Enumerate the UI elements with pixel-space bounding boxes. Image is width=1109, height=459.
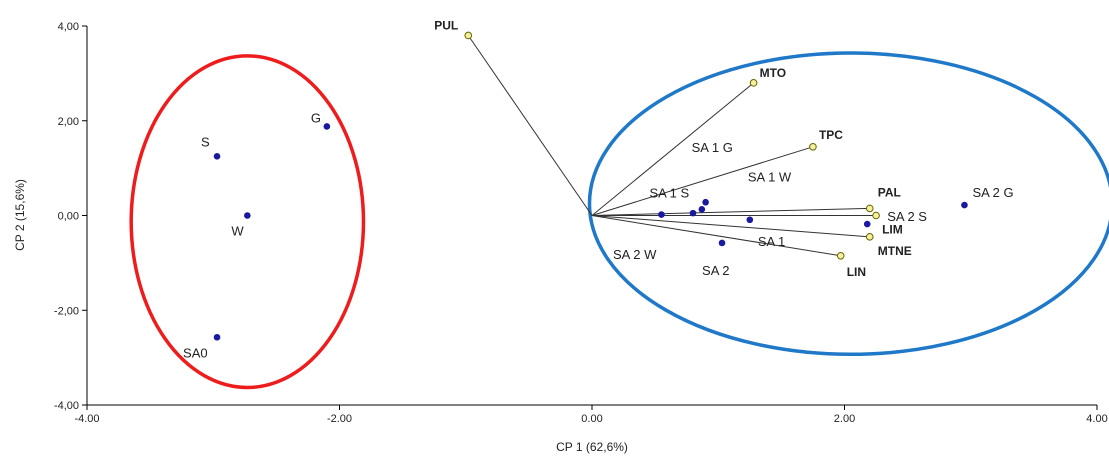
vector-tpc xyxy=(591,146,814,216)
observation-label-sa-2-s: SA 2 S xyxy=(887,209,927,224)
variable-label-pal: PAL xyxy=(878,185,901,199)
variable-point-mto xyxy=(749,79,758,87)
y-tick-label: 2,00 xyxy=(58,116,79,128)
y-tick-label: -4,00 xyxy=(54,400,79,412)
variable-vectors xyxy=(467,35,877,257)
y-tick-label: 4,00 xyxy=(58,21,79,33)
observation-point-sa-2 xyxy=(718,239,726,247)
observation-label-w: W xyxy=(231,224,244,239)
observation-label-sa-2-w: SA 2 W xyxy=(613,247,657,262)
observation-point-sa-1 xyxy=(746,216,754,224)
observation-point-sa-1-w xyxy=(698,206,706,213)
variable-point-lim xyxy=(872,211,880,220)
variable-point-lin xyxy=(836,251,845,260)
variable-points: PUL MTO TPC PAL LIM MTNE LIN xyxy=(434,18,911,278)
observation-point-sa0 xyxy=(213,333,221,341)
variable-point-tpc xyxy=(809,143,817,151)
x-tick-label: -4.00 xyxy=(74,413,99,425)
y-axis-title: CP 2 (15,6%) xyxy=(13,179,27,251)
observation-point-w xyxy=(244,212,251,219)
x-tick-label: 0.00 xyxy=(581,413,602,425)
vector-pal xyxy=(591,207,870,216)
y-tick-label: 0,00 xyxy=(58,211,79,223)
variable-label-mtne: MTNE xyxy=(878,244,912,258)
observation-label-sa-1-w: SA 1 W xyxy=(748,169,792,184)
variable-label-tpc: TPC xyxy=(819,128,843,142)
observation-point-sa-2-g xyxy=(961,201,968,209)
variable-point-pal xyxy=(865,204,874,213)
x-axis-title: CP 1 (62,6%) xyxy=(556,440,628,454)
observation-label-sa-1: SA 1 xyxy=(758,234,785,249)
observation-label-sa-1-g: SA 1 G xyxy=(692,140,733,155)
observation-label-s: S xyxy=(201,134,210,149)
observation-label-sa-1-s: SA 1 S xyxy=(649,186,689,201)
variable-point-pul xyxy=(464,31,473,40)
x-tick-label: 2.00 xyxy=(834,413,855,425)
variable-label-lim: LIM xyxy=(882,223,903,237)
vector-pul xyxy=(467,35,593,216)
observation-label-g: G xyxy=(311,110,321,125)
variable-label-lin: LIN xyxy=(847,265,866,279)
y-tick-label: -2,00 xyxy=(54,305,79,317)
observation-point-s xyxy=(213,152,221,160)
observation-label-sa-2: SA 2 xyxy=(702,263,729,278)
left-group-ellipse xyxy=(129,54,366,390)
observation-point-sa-2-w xyxy=(689,209,697,217)
group-ellipses xyxy=(129,51,1109,390)
right-group-ellipse xyxy=(587,51,1109,357)
observation-point-g xyxy=(323,123,331,130)
axes: -4.00 -2.00 0.00 2.00 4.00 4,00 2,00 0,00 -2,00 -… xyxy=(54,21,1108,425)
observation-label-sa0: SA0 xyxy=(183,345,208,360)
x-tick-label: 4.00 xyxy=(1086,413,1107,425)
variable-point-mtne xyxy=(865,233,874,241)
vector-lin xyxy=(591,215,841,257)
observation-point-sa-1-s xyxy=(658,211,665,218)
variable-label-pul: PUL xyxy=(434,18,458,32)
x-tick-label: -2.00 xyxy=(327,413,352,425)
observation-label-sa-2-g: SA 2 G xyxy=(972,185,1013,200)
vector-mtne xyxy=(591,215,870,238)
vector-mto xyxy=(591,82,754,216)
observation-point-sa-1-g xyxy=(702,198,709,206)
variable-label-mto: MTO xyxy=(760,66,786,80)
observation-point-sa-2-s xyxy=(863,220,871,228)
observation-points: G S W SA0 SA 1 G SA 1 S SA 1 W SA 1 SA 2 SA 2 W SA… xyxy=(183,110,1014,360)
